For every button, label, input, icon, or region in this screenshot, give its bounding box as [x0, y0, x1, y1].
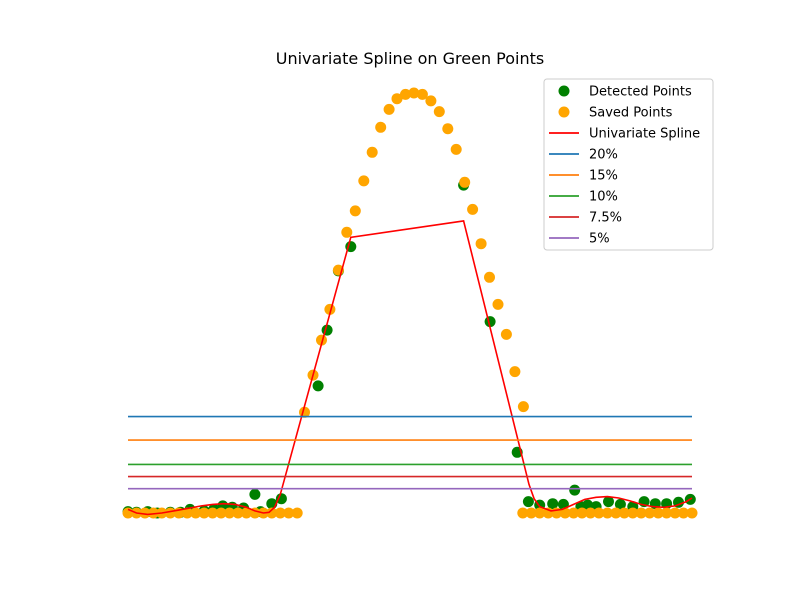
legend-entry-10pct: 10%: [549, 190, 618, 205]
detected-points-point: [275, 493, 287, 505]
detected-points-point: [522, 496, 534, 508]
legend-entry-7-5pct: 7.5%: [549, 211, 622, 226]
saved-points-point: [316, 334, 327, 346]
saved-points-point: [509, 366, 521, 378]
saved-points-point: [232, 507, 244, 519]
saved-points-point: [224, 507, 235, 519]
saved-points-point: [400, 88, 411, 100]
spline-line: [127, 220, 693, 516]
saved-points-point: [525, 507, 537, 519]
saved-points-point: [408, 87, 420, 99]
plot-area: [122, 87, 698, 519]
saved-points-point: [652, 507, 664, 519]
legend: Detected Points Saved Points Univariate Sp…: [543, 78, 714, 251]
saved-points-point: [610, 507, 622, 519]
saved-points-point: [559, 507, 571, 519]
saved-points-point: [618, 507, 630, 519]
detected-points-point: [249, 488, 261, 500]
chart-title: Univariate Spline on Green Points: [276, 49, 545, 68]
saved-points-point: [425, 95, 437, 107]
saved-points-point: [283, 507, 295, 519]
legend-entry-15pct: 15%: [549, 169, 618, 184]
detected-points-point: [614, 498, 626, 510]
saved-points-point: [459, 176, 471, 188]
saved-points-point: [669, 507, 681, 519]
saved-points-point: [534, 507, 546, 519]
legend-entry-20pct: 20%: [549, 148, 618, 163]
saved-points-point: [391, 93, 403, 105]
saved-points-point: [341, 226, 353, 238]
saved-points-point: [576, 507, 588, 519]
saved-points-point: [627, 507, 639, 519]
detected-points-point: [603, 496, 614, 508]
detected-points-point: [547, 498, 559, 510]
saved-points-point: [139, 507, 151, 519]
legend-label: Univariate Spline: [589, 127, 700, 142]
saved-points-point: [207, 507, 219, 519]
saved-points-point: [324, 303, 336, 315]
saved-points-point: [661, 507, 673, 519]
legend-entry-detected-points: Detected Points: [558, 85, 692, 100]
legend-label: 7.5%: [589, 211, 622, 226]
legend-label: Saved Points: [589, 106, 673, 121]
saved-points-point: [181, 507, 193, 519]
legend-entry-saved-points: Saved Points: [558, 106, 673, 121]
saved-points-point: [442, 123, 454, 135]
saved-points-point: [240, 507, 252, 519]
saved-points-point: [500, 328, 512, 340]
saved-points-point: [416, 88, 428, 100]
legend-marker: [558, 85, 570, 97]
saved-points-point: [517, 401, 529, 413]
saved-points-point: [358, 175, 370, 187]
saved-points-point: [198, 507, 210, 519]
legend-label: Detected Points: [589, 85, 692, 100]
saved-points-point: [164, 507, 176, 519]
saved-points-point: [291, 507, 303, 519]
saved-points-point: [593, 507, 605, 519]
detected-points-point: [569, 484, 581, 496]
series-saved-points: [122, 87, 698, 519]
saved-points-point: [375, 121, 387, 133]
saved-points-point: [383, 103, 395, 115]
saved-points-point: [366, 146, 378, 158]
saved-points-point: [274, 507, 286, 519]
saved-points-point: [433, 106, 445, 118]
legend-label: 5%: [589, 232, 610, 247]
saved-points-point: [450, 143, 462, 155]
legend-frame: [543, 78, 714, 251]
saved-points-point: [492, 298, 504, 310]
legend-label: 20%: [589, 148, 618, 163]
saved-points-point: [266, 507, 278, 519]
saved-points-point: [349, 205, 361, 217]
saved-points-point: [635, 507, 647, 519]
legend-marker: [558, 106, 570, 118]
saved-points-point: [686, 507, 698, 519]
saved-points-point: [517, 507, 529, 519]
legend-label: 10%: [589, 190, 618, 205]
detected-points-point: [312, 380, 324, 392]
saved-points-point: [678, 507, 689, 519]
saved-points-point: [585, 507, 596, 519]
legend-entry-5pct: 5%: [549, 232, 610, 247]
saved-points-point: [644, 507, 656, 519]
saved-points-point: [568, 507, 580, 519]
saved-points-point: [475, 238, 487, 250]
saved-points-point: [467, 203, 479, 215]
saved-points-point: [190, 507, 202, 519]
saved-points-point: [601, 507, 613, 519]
legend-entry-univariate-spline: Univariate Spline: [549, 127, 700, 142]
legend-label: 15%: [589, 169, 618, 184]
saved-points-point: [484, 271, 495, 283]
saved-points-point: [147, 507, 159, 519]
saved-points-point: [215, 507, 227, 519]
